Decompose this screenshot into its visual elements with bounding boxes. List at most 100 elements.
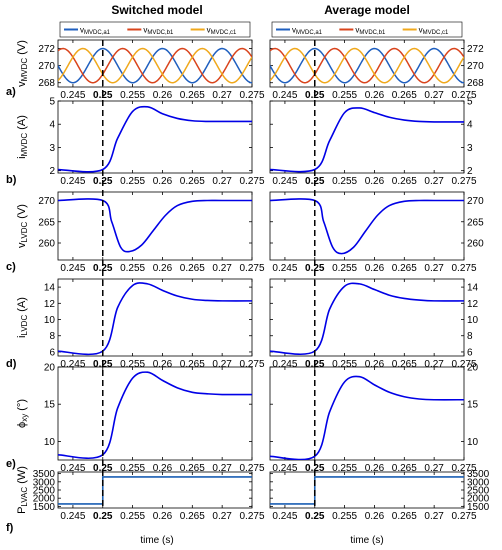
- y-tick-label-right: 272: [467, 44, 484, 55]
- ylabel-base: i: [16, 336, 28, 338]
- series-line-v-mvdc-b1: [270, 47, 464, 84]
- x-tick-label: 0.27: [424, 263, 444, 274]
- plot-area: [58, 198, 252, 253]
- x-tick-label: 0.245: [272, 463, 297, 474]
- panel-c-average: 0.245 0.25 0.255 0.26 0.265 0.27 0.275 260 265 27…: [269, 191, 484, 274]
- plot-area: [270, 476, 464, 505]
- x-tick-label: 0.275: [239, 511, 264, 522]
- x-tick-label: 0.265: [180, 359, 205, 370]
- plot-area: [58, 105, 252, 173]
- x-tick-label: 0.27: [424, 463, 444, 474]
- x-tick-label: 0.255: [120, 263, 145, 274]
- legend-box: [59, 21, 251, 38]
- legend-entry-base: v: [419, 26, 423, 35]
- x-tick-label: 0.245: [60, 176, 85, 187]
- plot-area: [270, 198, 464, 255]
- x-tick-label: 0.27: [212, 463, 232, 474]
- x-tick-label: 0.255: [120, 511, 145, 522]
- plot-area: [58, 282, 252, 356]
- y-tick-label-right: 12: [467, 299, 479, 310]
- x-tick-label: 0.265: [180, 463, 205, 474]
- legend-entry: vMVDC,a1: [80, 26, 111, 37]
- x-tick-label: 0.275: [239, 90, 264, 101]
- x-tick-label: 0.275: [239, 463, 264, 474]
- column-title-average: Average model: [324, 3, 410, 17]
- legend-entry-subscript: MVDC,c1: [423, 30, 449, 36]
- ylabel-subscript: MVDC: [20, 133, 29, 157]
- column-title-switched: Switched model: [111, 3, 202, 17]
- x-tick-label: 0.27: [212, 359, 232, 370]
- x-tick-label: 0.26: [365, 90, 385, 101]
- average-trace: [270, 198, 464, 255]
- row-label-d: d): [6, 358, 17, 370]
- x-tick-label: 0.255: [332, 263, 357, 274]
- y-tick-label-right: 14: [467, 283, 479, 294]
- x-tick-label: 0.265: [392, 463, 417, 474]
- legend-entry: vMVDC,a1: [292, 26, 323, 37]
- ylabel-subscript: LVDC: [20, 315, 29, 336]
- average-trace: [270, 107, 464, 173]
- x-tick-label: 0.265: [392, 511, 417, 522]
- y-tick-label-left: 10: [44, 437, 56, 448]
- legend-entry-base: v: [143, 26, 147, 35]
- series-line-v-mvdc-c1: [270, 47, 464, 84]
- legend-entry: vMVDC,b1: [143, 26, 174, 37]
- x-tick-label: 0.255: [120, 359, 145, 370]
- plot-area: [270, 47, 464, 84]
- legend-entry: vMVDC,b1: [355, 26, 386, 37]
- x-tick-label: 0.265: [392, 90, 417, 101]
- x-tick-label: 0.255: [332, 463, 357, 474]
- ylabel-subscript: LVAC: [20, 487, 29, 507]
- y-tick-label-right: 3000: [467, 477, 490, 488]
- y-tick-label-right: 2000: [467, 494, 490, 505]
- x-tick-label: 0.245: [272, 90, 297, 101]
- x-tick-label: 0.25: [305, 463, 325, 474]
- legend-entry-subscript: MVDC,c1: [211, 30, 237, 36]
- y-tick-label-left: 268: [38, 78, 55, 89]
- ylabel-unit: (W): [16, 466, 28, 487]
- panel-e-switched: 0.245 0.25 0.255 0.26 0.265 0.27 0.275 10 15 20 ϕx…: [16, 363, 265, 475]
- row-label-b: b): [6, 174, 17, 186]
- x-tick-label: 0.26: [153, 263, 173, 274]
- plot-frame: [57, 100, 253, 174]
- y-tick-label-left: 3500: [33, 469, 56, 480]
- ylabel-unit: (A): [16, 115, 28, 133]
- y-tick-label-left: 2000: [33, 494, 56, 505]
- x-tick-label: 0.26: [153, 359, 173, 370]
- x-tick-label: 0.25: [305, 263, 325, 274]
- average-trace: [270, 375, 464, 460]
- panel-a-switched: 0.2450.250.2550.260.2650.270.27526827027…: [16, 39, 265, 101]
- x-tick-label: 0.27: [424, 90, 444, 101]
- row-label-c: c): [6, 261, 16, 273]
- ylabel-unit: (°): [16, 399, 28, 414]
- legend-entry: vMVDC,c1: [419, 26, 449, 37]
- x-tick-label: 0.255: [332, 90, 357, 101]
- legend-entry-subscript: MVDC,b1: [359, 30, 386, 36]
- average-trace: [270, 282, 464, 356]
- y-tick-label-right: 10: [467, 437, 479, 448]
- y-axis-label: PLVAC (W): [16, 466, 29, 514]
- x-tick-label: 0.26: [365, 263, 385, 274]
- ylabel-base: v: [16, 81, 28, 87]
- x-tick-label: 0.255: [120, 90, 145, 101]
- x-tick-label: 0.26: [365, 359, 385, 370]
- x-tick-label: 0.275: [451, 90, 476, 101]
- x-tick-label: 0.27: [212, 176, 232, 187]
- ylabel-subscript: LVDC: [20, 222, 29, 243]
- y-tick-label-right: 15: [467, 400, 479, 411]
- x-axis-label-right: time (s): [350, 535, 383, 546]
- ylabel-base: v: [16, 242, 28, 248]
- y-tick-label-left: 8: [49, 331, 55, 342]
- plot-area: [58, 476, 252, 505]
- plot-grid: 0.245 0.25 0.255 0.26 0.265 0.27 0.275 268 270 27…: [6, 21, 490, 534]
- x-tick-label: 0.275: [451, 359, 476, 370]
- x-tick-label: 0.275: [451, 511, 476, 522]
- plot-area: [270, 107, 464, 173]
- y-tick-label-left: 20: [44, 363, 56, 374]
- panel-c-switched: 0.245 0.25 0.255 0.26 0.265 0.27 0.275 260 265 27…: [16, 191, 265, 274]
- x-tick-label: 0.245: [60, 359, 85, 370]
- ylabel-base: P: [16, 507, 28, 514]
- y-tick-label-left: 270: [38, 61, 55, 72]
- x-tick-label: 0.25: [93, 263, 113, 274]
